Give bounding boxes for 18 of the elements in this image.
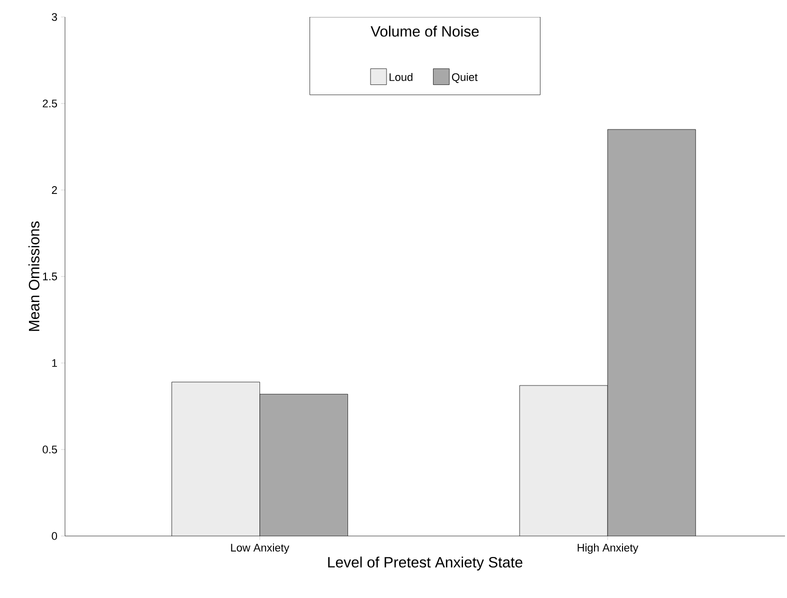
bar [172,382,260,536]
y-tick-label: 0 [52,532,58,540]
y-tick-label: 1.5 [43,272,58,280]
y-tick-label: 2 [52,186,57,194]
y-tick-label: 2.5 [42,100,58,108]
y-axis-title: Mean Omissions [28,221,40,331]
legend-label: Quiet [452,72,478,83]
y-tick-label: 1 [52,359,57,367]
legend-label: Loud [390,72,412,82]
x-tick-label: High Anxiety [578,544,638,554]
legend-title: Volume of Noise [370,26,479,37]
x-axis-title: Level of Pretest Anxiety State [328,556,522,570]
y-tick-label: 0.5 [42,446,58,454]
bar [607,129,696,536]
bar [519,385,608,536]
bar [260,394,348,536]
x-tick-label: Low Anxiety [231,544,290,554]
y-tick-label: 3 [52,13,57,21]
